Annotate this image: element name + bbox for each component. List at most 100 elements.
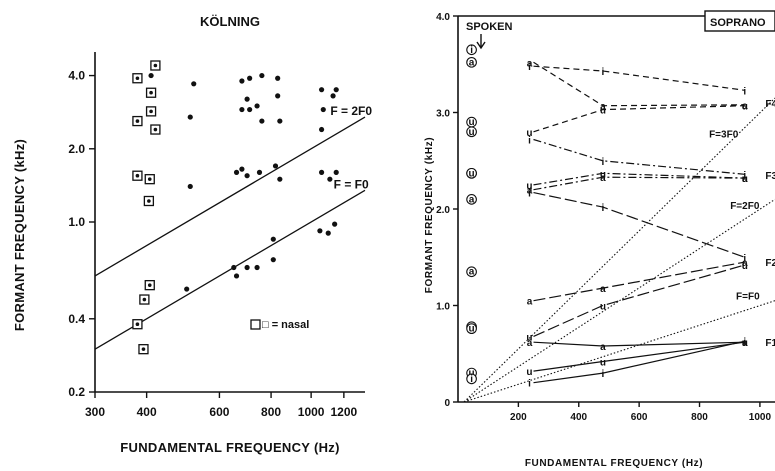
right-x-tick-label: 200 xyxy=(510,412,527,423)
vowel-marker: u xyxy=(526,367,532,378)
spoken-vowel: i xyxy=(470,374,473,385)
data-point xyxy=(231,264,237,271)
formant-line xyxy=(533,264,745,337)
right-x-tick-label: 1000 xyxy=(749,412,772,423)
right-x-axis-label: FUNDAMENTAL FREQUENCY (Hz) xyxy=(525,458,703,469)
formant-label: F3 xyxy=(765,171,775,182)
spoken-vowel: a xyxy=(469,267,475,278)
spoken-vowel: u xyxy=(469,127,475,138)
left-x-tick-label: 1200 xyxy=(331,405,358,419)
right-ref-line-label: F=2F0 xyxy=(730,201,760,212)
vowel-marker: i xyxy=(743,337,746,348)
left-y-tick-label: 4.0 xyxy=(68,69,85,83)
data-point xyxy=(247,75,253,81)
data-point xyxy=(244,96,250,102)
nasal-point-dot xyxy=(141,347,146,351)
legend-swatch xyxy=(250,319,261,330)
data-point xyxy=(330,93,336,99)
right-y-tick-label: 2.0 xyxy=(436,205,450,216)
data-point xyxy=(244,173,250,179)
nasal-point-dot xyxy=(149,109,153,114)
formant-label: F2 xyxy=(765,258,775,269)
data-point xyxy=(244,264,250,271)
nasal-point-dot xyxy=(149,90,153,95)
right-chart: SOPRANO SPOKEN 200 400 600 800 1000 0 1.0 2.0 3.… xyxy=(424,10,775,469)
spoken-point xyxy=(466,194,477,205)
vowel-marker: u xyxy=(742,174,748,185)
data-point xyxy=(275,75,281,81)
nasal-point-dot xyxy=(135,76,140,81)
formant-label: F4 xyxy=(765,99,775,110)
vowel-marker: i xyxy=(743,253,746,264)
data-point xyxy=(184,286,190,292)
nasal-point-dot xyxy=(147,177,152,181)
right-ref-line xyxy=(463,198,775,403)
vowel-marker: i xyxy=(602,369,605,380)
data-point xyxy=(187,183,193,190)
nasal-point-dot xyxy=(135,119,140,123)
data-point xyxy=(254,103,260,109)
spoken-point xyxy=(466,323,477,335)
vowel-marker: u xyxy=(600,106,606,117)
left-x-tick-label: 300 xyxy=(85,405,105,419)
right-ref-line-label: F=3F0 xyxy=(709,130,739,141)
data-point xyxy=(148,72,154,79)
right-ticks: 200 400 600 800 1000 0 1.0 2.0 3.0 4.0 xyxy=(436,12,771,423)
data-point xyxy=(270,236,276,242)
data-point xyxy=(239,78,245,84)
vowel-marker: i xyxy=(743,170,746,181)
nasal-point-dot xyxy=(153,63,158,68)
formant-line xyxy=(533,341,745,347)
formant-line xyxy=(533,176,745,191)
spoken-vowel: u xyxy=(469,168,475,179)
vowel-marker: i xyxy=(528,379,531,390)
left-y-axis-label: FORMANT FREQUENCY (kHz) xyxy=(12,139,27,331)
data-point xyxy=(259,118,265,124)
left-x-tick-label: 800 xyxy=(261,405,281,419)
formant-line xyxy=(533,341,745,372)
vowel-marker: i xyxy=(602,67,605,78)
spoken-vowel: a xyxy=(469,57,475,68)
spoken-point xyxy=(466,126,477,138)
formant-line xyxy=(533,138,745,175)
formant-line xyxy=(533,340,745,384)
left-y-tick-label: 2.0 xyxy=(68,142,85,156)
data-point xyxy=(325,230,331,236)
data-point xyxy=(327,176,333,182)
vowel-marker: u xyxy=(600,169,606,180)
vowel-marker: u xyxy=(600,357,606,368)
vowel-marker: i xyxy=(602,203,605,214)
formant-label: F1 xyxy=(765,338,775,349)
spoken-vowel: u xyxy=(469,324,475,335)
right-x-tick-label: 400 xyxy=(570,412,587,423)
nasal-point-dot xyxy=(147,283,152,287)
spoken-point xyxy=(466,44,477,56)
right-chart-title: SOPRANO xyxy=(710,17,766,29)
vowel-marker: a xyxy=(600,102,606,113)
vowel-marker: u xyxy=(526,128,532,139)
data-point xyxy=(333,169,339,175)
left-x-tick-label: 1000 xyxy=(298,405,325,419)
formant-line xyxy=(533,65,745,91)
spoken-point xyxy=(466,266,477,278)
data-point xyxy=(332,221,338,227)
left-points xyxy=(132,60,339,355)
right-x-tick-label: 600 xyxy=(631,412,648,423)
right-ref-line xyxy=(463,97,775,403)
left-reference-lines: F = 2F0 F = F0 xyxy=(94,104,372,350)
left-legend: □ = nasal xyxy=(262,319,309,331)
left-ref-line-label: F = F0 xyxy=(334,177,369,191)
data-point xyxy=(318,169,325,175)
vowel-marker: a xyxy=(600,342,606,353)
right-title-box xyxy=(704,10,775,32)
data-point xyxy=(256,169,263,175)
spoken-vowel: i xyxy=(470,45,473,56)
right-y-tick-label: 3.0 xyxy=(436,109,450,120)
left-x-tick-label: 400 xyxy=(137,405,157,419)
formant-line xyxy=(533,105,745,133)
left-ref-line xyxy=(94,116,366,277)
left-ticks: 300 400 600 800 1000 1200 0.2 0.4 1.0 2.0 4.0 xyxy=(68,69,357,419)
spoken-vowel: u xyxy=(469,117,475,128)
vowel-marker: a xyxy=(600,284,606,295)
